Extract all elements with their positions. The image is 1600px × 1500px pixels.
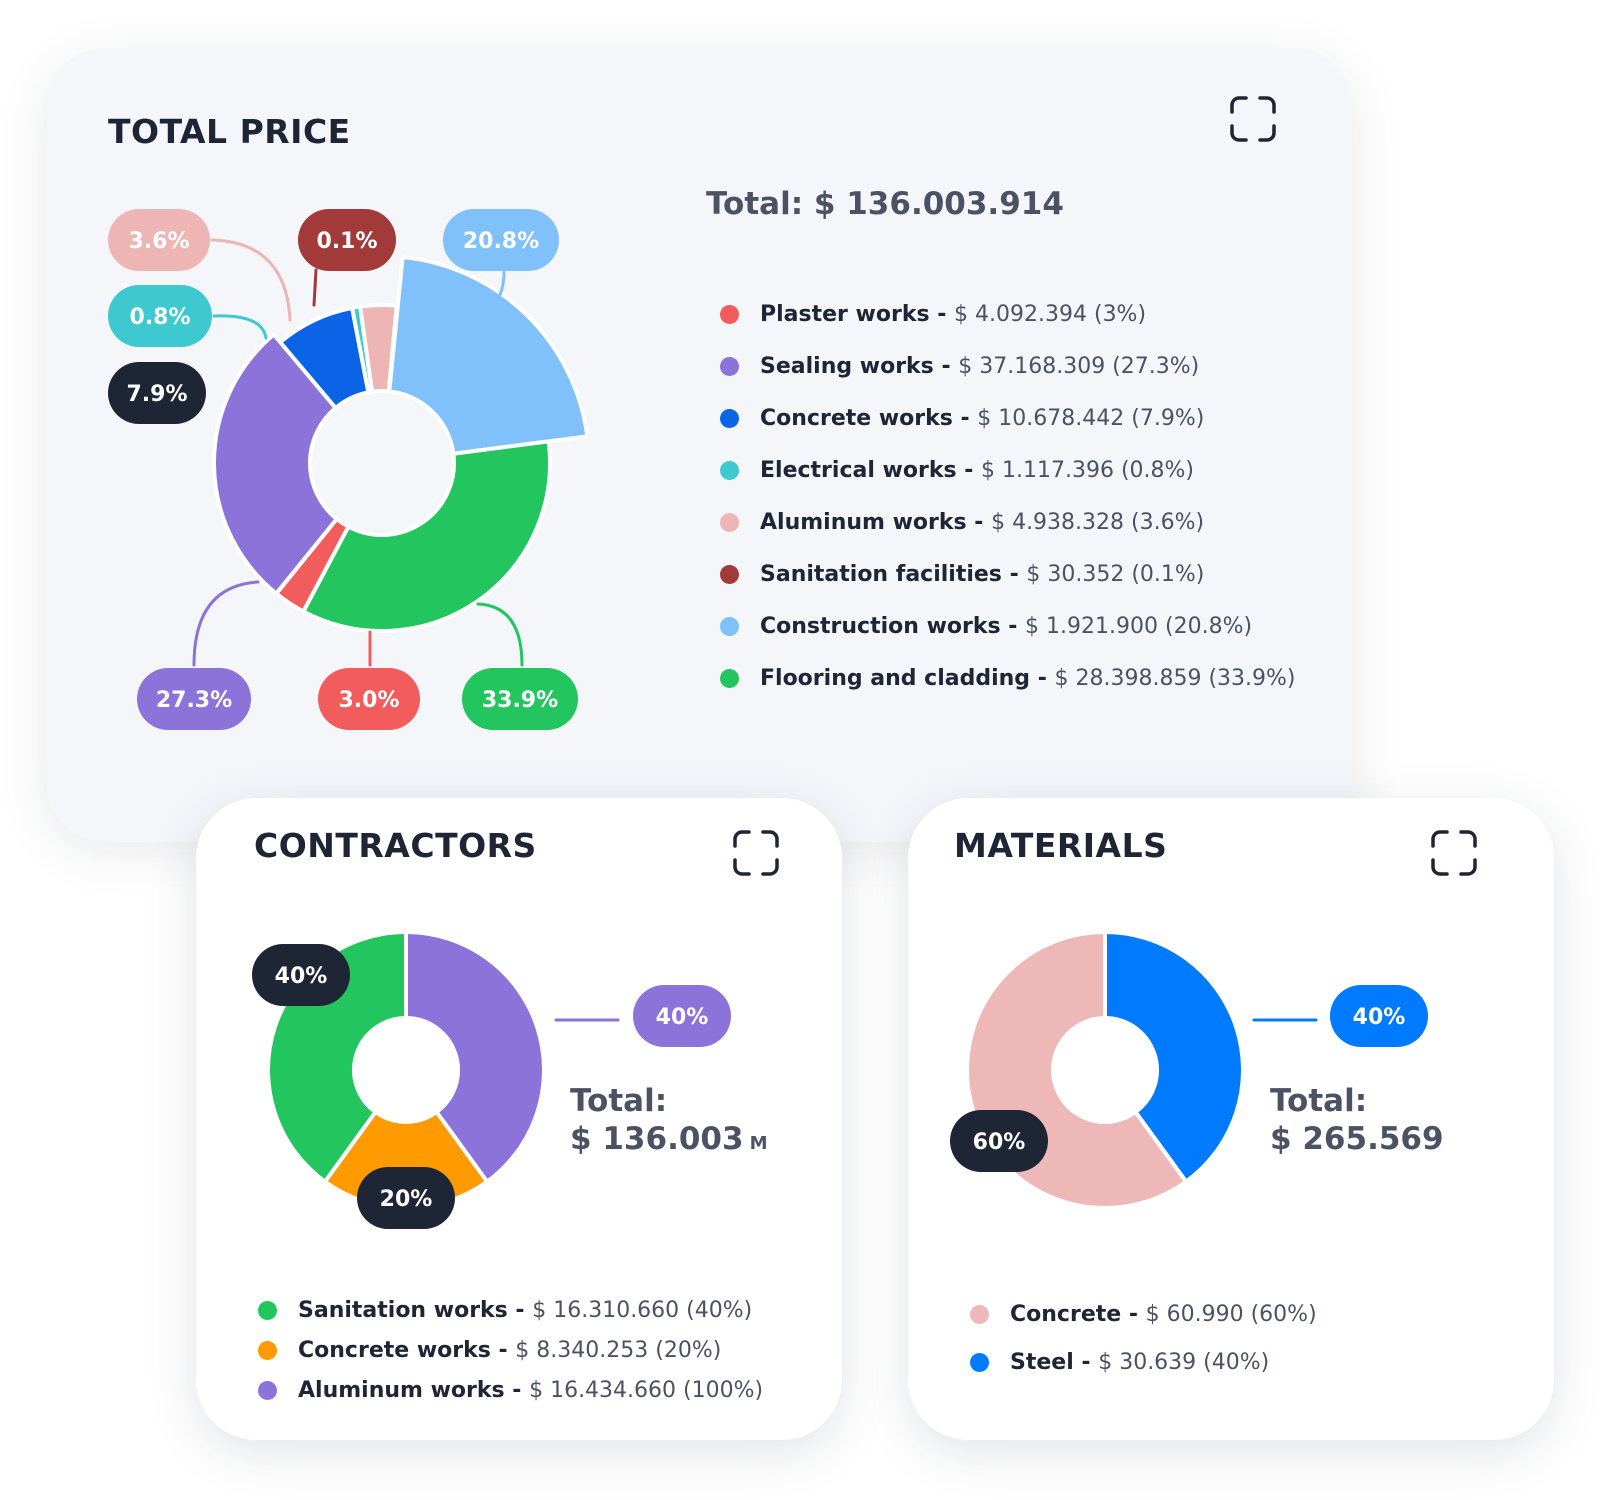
total-price-total: Total: $ 136.003.914 [706,186,1064,222]
legend-item-name: Concrete [1010,1301,1122,1327]
legend-item-name: Aluminum works [760,509,967,535]
legend-item-value: $ 28.398.859 (33.9%) [1054,665,1296,691]
materials-title: MATERIALS [954,826,1168,865]
legend-item-value: $ 1.117.396 (0.8%) [981,457,1195,483]
legend-item-separator: - [952,405,978,431]
materials-total-value: $ 265.569 [1270,1121,1444,1157]
materials-legend-item: Concrete - $ 60.990 (60%) [970,1290,1317,1338]
legend-item-value: $ 30.352 (0.1%) [1026,561,1205,587]
legend-item-separator: - [956,457,981,483]
legend-item-name: Electrical works [760,457,957,483]
expand-icon[interactable] [1431,830,1477,876]
legend-item-separator: - [929,301,955,327]
legend-item-separator: - [966,509,992,535]
legend-dot-icon [720,460,739,480]
legend-item-name: Plaster works [760,301,930,327]
legend-item-value: $ 10.678.442 (7.9%) [977,405,1205,431]
legend-dot-icon [720,356,739,376]
legend-item-name: Sanitation facilities [760,561,1002,587]
total-price-legend-item: Concrete works - $ 10.678.442 (7.9%) [720,392,1296,444]
legend-item-name: Steel [1010,1349,1074,1375]
contractors-total-unit: M [749,1133,768,1154]
legend-item-separator: - [504,1377,530,1403]
legend-item-separator: - [490,1337,516,1363]
legend-item-value: $ 4.092.394 (3%) [954,301,1147,327]
contractors-legend-item: Concrete works - $ 8.340.253 (20%) [258,1330,763,1370]
legend-item-value: $ 16.310.660 (40%) [532,1297,753,1323]
legend-item-value: $ 30.639 (40%) [1098,1349,1270,1375]
materials-total: Total: $ 265.569 [1270,1082,1444,1158]
legend-item-value: $ 16.434.660 (100%) [529,1377,764,1403]
total-price-legend: Plaster works - $ 4.092.394 (3%) Sealing … [720,288,1296,704]
contractors-legend: Sanitation works - $ 16.310.660 (40%) Con… [258,1290,763,1410]
legend-item-name: Concrete works [298,1337,491,1363]
contractors-total-label: Total: [570,1083,668,1119]
legend-dot-icon [720,304,739,324]
legend-dot-icon [970,1352,989,1372]
contractors-total-value: $ 136.003 [570,1121,744,1157]
contractors-legend-item: Aluminum works - $ 16.434.660 (100%) [258,1370,763,1410]
legend-item-value: $ 37.168.309 (27.3%) [958,353,1200,379]
legend-item-name: Concrete works [760,405,953,431]
legend-dot-icon [720,564,739,584]
legend-item-name: Construction works [760,613,1001,639]
legend-item-name: Aluminum works [298,1377,505,1403]
legend-dot-icon [258,1300,277,1320]
legend-dot-icon [720,668,739,688]
total-price-legend-item: Sealing works - $ 37.168.309 (27.3%) [720,340,1296,392]
materials-legend-item: Steel - $ 30.639 (40%) [970,1338,1317,1386]
legend-dot-icon [258,1380,277,1400]
contractors-legend-item: Sanitation works - $ 16.310.660 (40%) [258,1290,763,1330]
materials-legend: Concrete - $ 60.990 (60%) Steel - $ 30.63… [970,1290,1317,1386]
legend-item-separator: - [1121,1301,1146,1327]
legend-dot-icon [720,616,739,636]
legend-item-name: Sanitation works [298,1297,508,1323]
legend-item-name: Flooring and cladding [760,665,1031,691]
expand-icon[interactable] [733,830,779,876]
total-price-legend-item: Flooring and cladding - $ 28.398.859 (33… [720,652,1296,704]
materials-total-label: Total: [1270,1083,1368,1119]
legend-item-value: $ 1.921.900 (20.8%) [1025,613,1253,639]
legend-dot-icon [258,1340,277,1360]
legend-item-value: $ 4.938.328 (3.6%) [991,509,1205,535]
contractors-total: Total: $ 136.003 M [570,1082,767,1163]
legend-item-value: $ 60.990 (60%) [1145,1301,1317,1327]
legend-item-value: $ 8.340.253 (20%) [515,1337,722,1363]
total-price-legend-item: Plaster works - $ 4.092.394 (3%) [720,288,1296,340]
legend-dot-icon [720,408,739,428]
legend-item-separator: - [1001,561,1027,587]
total-price-legend-item: Electrical works - $ 1.117.396 (0.8%) [720,444,1296,496]
legend-dot-icon [720,512,739,532]
legend-dot-icon [970,1304,989,1324]
total-price-legend-item: Sanitation facilities - $ 30.352 (0.1%) [720,548,1296,600]
legend-item-separator: - [1000,613,1026,639]
contractors-title: CONTRACTORS [254,826,537,865]
total-price-legend-item: Construction works - $ 1.921.900 (20.8%) [720,600,1296,652]
legend-item-name: Sealing works [760,353,934,379]
legend-item-separator: - [933,353,959,379]
expand-icon[interactable] [1230,96,1276,142]
legend-item-separator: - [507,1297,533,1323]
total-price-title: TOTAL PRICE [108,112,351,151]
legend-item-separator: - [1030,665,1055,691]
total-price-legend-item: Aluminum works - $ 4.938.328 (3.6%) [720,496,1296,548]
contractors-total-amount: $ 136.003 M [570,1120,767,1163]
legend-item-separator: - [1073,1349,1099,1375]
